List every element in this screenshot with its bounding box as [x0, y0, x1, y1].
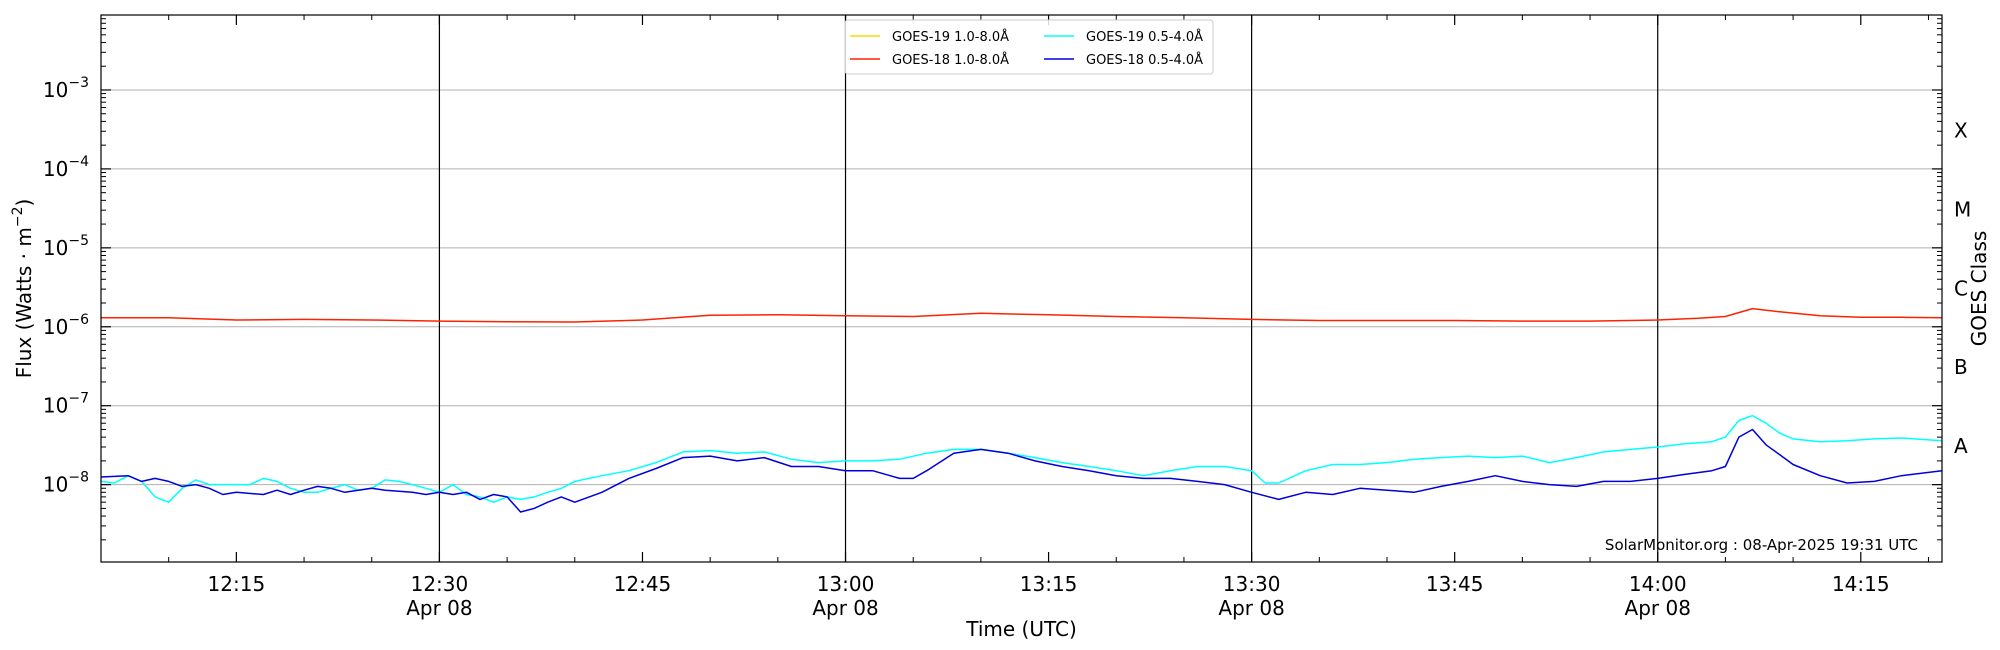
credit-label: SolarMonitor.org : 08-Apr-2025 19:31 UTC [1605, 536, 1918, 554]
x-tick-label: 13:30 [1223, 572, 1281, 596]
y-tick-label: 10−5 [43, 233, 89, 260]
x-tick-date-label: Apr 08 [1625, 596, 1691, 620]
legend-label-3: GOES-18 0.5-4.0Å [1086, 52, 1203, 68]
plot-frame [100, 14, 1943, 563]
y-tick-base: 10 [43, 394, 68, 418]
y-tick-label: 10−3 [43, 75, 89, 102]
legend-box [844, 19, 1214, 75]
y-tick-label: 10−7 [43, 391, 89, 418]
y-tick-base: 10 [43, 157, 68, 181]
y-tick-base: 10 [43, 473, 68, 497]
x-tick-label: 13:45 [1426, 572, 1484, 596]
goes-class-labels: A B C M X [1954, 118, 1971, 458]
x-tick-date-label: Apr 08 [1218, 596, 1284, 620]
y-tick-base: 10 [43, 236, 68, 260]
y-tick-exponent: −6 [68, 312, 89, 328]
x-tick-label: 12:15 [208, 572, 266, 596]
grid-layer [101, 89, 1942, 486]
goes-class-label: M [1954, 197, 1971, 221]
y-tick-exponent: −5 [68, 233, 89, 249]
x-tick-label: 14:00 [1629, 572, 1687, 596]
x-tick-date-label: Apr 08 [406, 596, 472, 620]
series-line-3 [100, 428, 1943, 513]
goes-class-label: B [1954, 355, 1968, 379]
y-tick-exponent: −8 [68, 470, 89, 486]
series-line-1 [101, 307, 1943, 323]
goes-class-label: A [1954, 434, 1968, 458]
y-tick-labels: 10−810−710−610−510−410−3 [43, 75, 89, 497]
x-tick-label: 12:45 [614, 572, 672, 596]
series-line-2 [100, 414, 1943, 503]
y-tick-label: 10−8 [43, 470, 89, 497]
y-tick-label: 10−6 [43, 312, 89, 339]
y-tick-base: 10 [43, 78, 68, 102]
y-axis-title: Flux (Watts · m−2) [10, 199, 36, 379]
y-tick-exponent: −4 [68, 154, 89, 170]
legend-label-0: GOES-19 1.0-8.0Å [892, 29, 1009, 45]
legend: GOES-19 1.0-8.0Å GOES-18 1.0-8.0Å GOES-19 … [844, 19, 1214, 75]
legend-label-2: GOES-19 0.5-4.0Å [1086, 29, 1203, 45]
x-tick-label: 14:15 [1832, 572, 1890, 596]
goes-class-axis-title: GOES Class [1967, 231, 1991, 347]
goes-class-label: C [1954, 276, 1968, 300]
ticks-layer [100, 15, 1942, 562]
x-tick-label: 13:15 [1020, 572, 1078, 596]
x-tick-date-label: Apr 08 [812, 596, 878, 620]
y-tick-exponent: −7 [68, 391, 89, 407]
y-tick-label: 10−4 [43, 154, 89, 181]
x-tick-label: 12:30 [411, 572, 469, 596]
x-tick-label: 13:00 [817, 572, 875, 596]
x-axis-title: Time (UTC) [965, 617, 1077, 641]
y-tick-base: 10 [43, 315, 68, 339]
goes-class-label: X [1954, 118, 1968, 142]
legend-label-1: GOES-18 1.0-8.0Å [892, 52, 1009, 68]
y-tick-exponent: −3 [68, 75, 89, 91]
series-layer [100, 307, 1943, 513]
